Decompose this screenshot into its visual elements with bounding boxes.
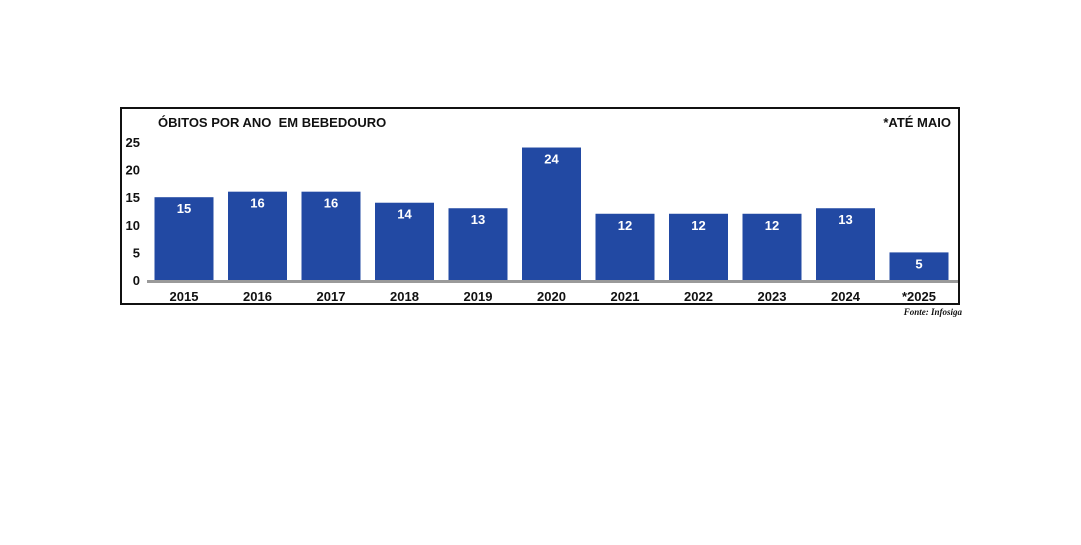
x-tick-label: 2024 xyxy=(831,289,861,303)
source-label: Fonte: Infosiga xyxy=(903,307,962,317)
bar xyxy=(154,197,214,280)
y-tick-label: 15 xyxy=(126,190,140,205)
bar xyxy=(816,208,875,280)
x-tick-label: 2019 xyxy=(464,289,493,303)
data-label: 12 xyxy=(618,218,632,233)
chart-title: ÓBITOS POR ANO EM BEBEDOURO xyxy=(158,115,386,130)
data-label: 16 xyxy=(324,196,338,211)
x-tick-label: 2015 xyxy=(170,289,199,303)
x-tick-label: 2021 xyxy=(611,289,640,303)
bar xyxy=(889,252,949,280)
data-label: 14 xyxy=(397,207,412,222)
x-tick-label: 2016 xyxy=(243,289,272,303)
y-tick-label: 5 xyxy=(133,245,140,260)
y-tick-label: 20 xyxy=(126,163,140,178)
y-tick-label: 10 xyxy=(126,218,140,233)
data-label: 12 xyxy=(691,218,705,233)
bar xyxy=(301,191,361,280)
bar-chart: ÓBITOS POR ANO EM BEBEDOURO *ATÉ MAIO 0 5… xyxy=(126,115,958,303)
x-tick-label: *2025 xyxy=(902,289,936,303)
data-label: 16 xyxy=(250,196,264,211)
bar xyxy=(522,147,581,280)
bars: 15 16 16 14 13 24 12 12 12 13 5 xyxy=(154,147,949,280)
data-label: 13 xyxy=(838,212,852,227)
bar xyxy=(375,202,434,280)
x-axis-baseline xyxy=(147,280,958,283)
y-axis: 0 5 10 15 20 25 xyxy=(126,135,140,288)
x-tick-label: 2020 xyxy=(537,289,566,303)
chart-note: *ATÉ MAIO xyxy=(883,115,951,130)
x-tick-label: 2022 xyxy=(684,289,713,303)
bar xyxy=(448,208,508,280)
data-label: 13 xyxy=(471,212,485,227)
data-label: 12 xyxy=(765,218,779,233)
data-label: 24 xyxy=(544,152,559,167)
y-tick-label: 25 xyxy=(126,135,140,150)
x-tick-label: 2018 xyxy=(390,289,419,303)
bar xyxy=(742,213,802,280)
data-label: 5 xyxy=(915,256,922,271)
bar xyxy=(228,191,287,280)
chart-frame: ÓBITOS POR ANO EM BEBEDOURO *ATÉ MAIO 0 5… xyxy=(120,107,960,305)
data-label: 15 xyxy=(177,201,191,216)
bar xyxy=(669,213,728,280)
y-tick-label: 0 xyxy=(133,273,140,288)
bar xyxy=(595,213,655,280)
x-axis: 2015 2016 2017 2018 2019 2020 2021 2022 2023 2024… xyxy=(147,280,958,303)
x-tick-label: 2017 xyxy=(317,289,346,303)
x-tick-label: 2023 xyxy=(758,289,787,303)
